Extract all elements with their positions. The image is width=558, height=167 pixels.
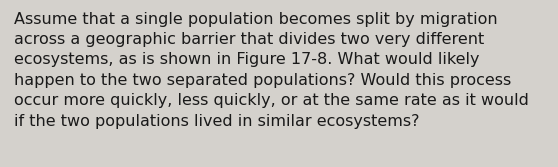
Text: Assume that a single population becomes split by migration
across a geographic b: Assume that a single population becomes … xyxy=(14,12,529,129)
